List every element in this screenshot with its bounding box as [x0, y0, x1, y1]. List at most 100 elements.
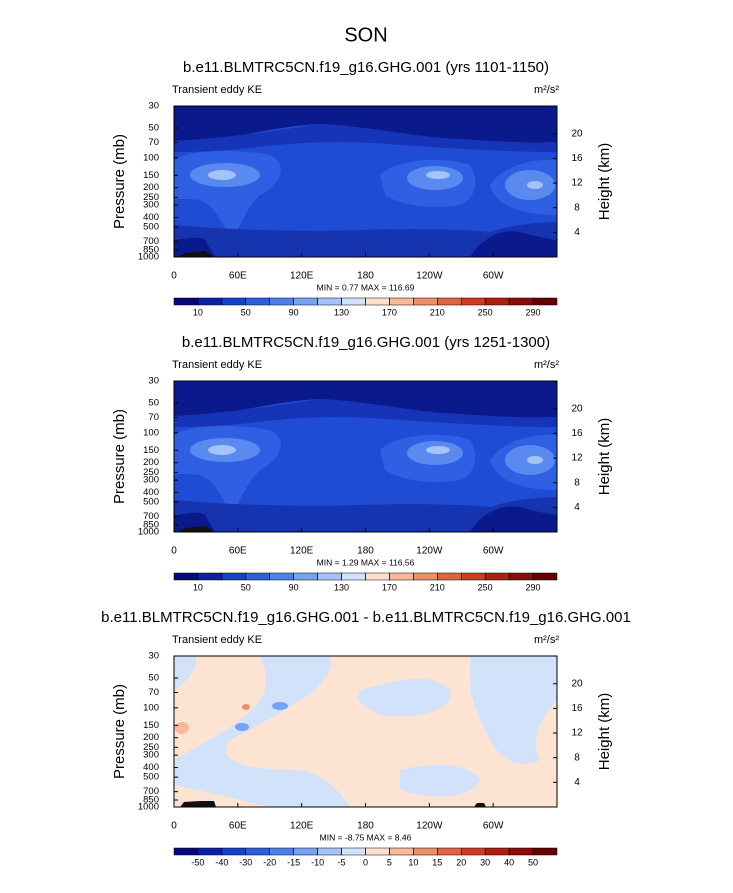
x-tick-label: 120E [290, 271, 314, 282]
colorbar-label: 290 [526, 582, 541, 592]
y-tick-label: 400 [143, 487, 159, 498]
y-tick-label: 250 [143, 742, 159, 753]
y-tick-label: 400 [143, 762, 159, 773]
colorbar-box [317, 572, 342, 581]
colorbar-box [341, 297, 366, 306]
colorbar-box [389, 297, 414, 306]
y-tick-label: 30 [148, 101, 159, 112]
y2-tick-label: 20 [571, 678, 583, 689]
x-tick-label: 60W [483, 821, 504, 832]
y-tick-label: 30 [148, 651, 159, 662]
colorbar-box [173, 297, 199, 306]
colorbar-box [508, 572, 534, 581]
x-tick-label: 180 [357, 546, 374, 557]
colorbar-label: 290 [526, 307, 541, 317]
colorbar-label: 50 [528, 857, 538, 867]
colorbar-box [221, 297, 247, 306]
colorbar-box [221, 847, 247, 856]
y-tick-label: 1000 [138, 527, 159, 538]
y2-tick-label: 16 [571, 153, 583, 164]
y-tick-label: 850 [143, 245, 159, 256]
colorbar-box [341, 847, 366, 856]
y-tick-label: 500 [143, 222, 159, 233]
colorbar-label: 250 [478, 582, 493, 592]
colorbar-label: 50 [241, 582, 251, 592]
colorbar-label: 10 [193, 307, 203, 317]
stats: MIN = -8.75 MAX = 8.46 [320, 832, 412, 842]
y-tick-label: 100 [143, 702, 159, 713]
colorbar-box [245, 847, 270, 856]
colorbar-box [413, 847, 438, 856]
y-tick-label: 850 [143, 795, 159, 806]
y2-tick-label: 4 [574, 227, 580, 238]
left-label: Transient eddy KE [172, 84, 262, 96]
y-tick-label: 700 [143, 786, 159, 797]
y-tick-label: 30 [148, 376, 159, 387]
y2-axis-label: Height (km) [596, 693, 613, 771]
x-tick-label: 0 [171, 271, 177, 282]
y2-tick-label: 8 [574, 477, 580, 488]
units-label: m²/s² [534, 359, 559, 371]
colorbar-label: 170 [382, 307, 397, 317]
x-tick-label: 60E [229, 546, 247, 557]
colorbar-label: 170 [382, 582, 397, 592]
x-tick-label: 60W [483, 271, 504, 282]
colorbar-box [461, 572, 486, 581]
colorbar-label: 90 [289, 582, 299, 592]
colorbar-box [389, 847, 414, 856]
y-tick-label: 500 [143, 497, 159, 508]
y-tick-label: 150 [143, 445, 159, 456]
colorbar-box [197, 847, 223, 856]
x-tick-label: 120W [416, 821, 443, 832]
y-tick-label: 100 [143, 152, 159, 163]
y2-tick-label: 8 [574, 752, 580, 763]
colorbar-box [341, 572, 366, 581]
y-tick-label: 200 [143, 182, 159, 193]
panel-title: b.e11.BLMTRC5CN.f19_g16.GHG.001 - b.e11.… [101, 609, 631, 626]
colorbar-box [389, 572, 414, 581]
y-tick-label: 200 [143, 457, 159, 468]
y-tick-label: 50 [148, 398, 159, 409]
y2-tick-label: 4 [574, 502, 580, 513]
y-tick-label: 1000 [138, 802, 159, 813]
colorbar-label: 10 [193, 582, 203, 592]
colorbar-box [317, 297, 342, 306]
colorbar-box [532, 297, 558, 306]
colorbar-box [269, 572, 294, 581]
y-tick-label: 250 [143, 192, 159, 203]
y-axis-label: Pressure (mb) [111, 409, 128, 504]
colorbar-label: -20 [263, 857, 276, 867]
colorbar-box [365, 847, 390, 856]
y2-tick-label: 12 [571, 178, 583, 189]
colorbar-box [269, 847, 294, 856]
colorbar-box [221, 572, 247, 581]
y-tick-label: 700 [143, 236, 159, 247]
colorbar-label: 40 [504, 857, 514, 867]
colorbar-label: 0 [363, 857, 368, 867]
colorbar-box [245, 572, 270, 581]
colorbar-label: 210 [430, 307, 445, 317]
colorbar-box [508, 847, 534, 856]
y-axis-label: Pressure (mb) [111, 134, 128, 229]
y2-tick-label: 8 [574, 202, 580, 213]
y-tick-label: 50 [148, 123, 159, 134]
colorbar-box [197, 297, 223, 306]
y2-tick-label: 4 [574, 777, 580, 788]
colorbar-label: 90 [289, 307, 299, 317]
x-tick-label: 180 [357, 271, 374, 282]
colorbar-box [437, 572, 462, 581]
colorbar-box [484, 847, 510, 856]
y-tick-label: 70 [148, 412, 159, 423]
y2-tick-label: 12 [571, 453, 583, 464]
contours [174, 106, 557, 807]
colorbar-box [413, 297, 438, 306]
units-label: m²/s² [534, 84, 559, 96]
colorbar-box [293, 847, 318, 856]
colorbar-label: 30 [480, 857, 490, 867]
colorbar-box [461, 847, 486, 856]
x-tick-label: 120W [416, 546, 443, 557]
y-tick-label: 300 [143, 200, 159, 211]
colorbar-label: 130 [334, 582, 349, 592]
colorbar-box [508, 297, 534, 306]
